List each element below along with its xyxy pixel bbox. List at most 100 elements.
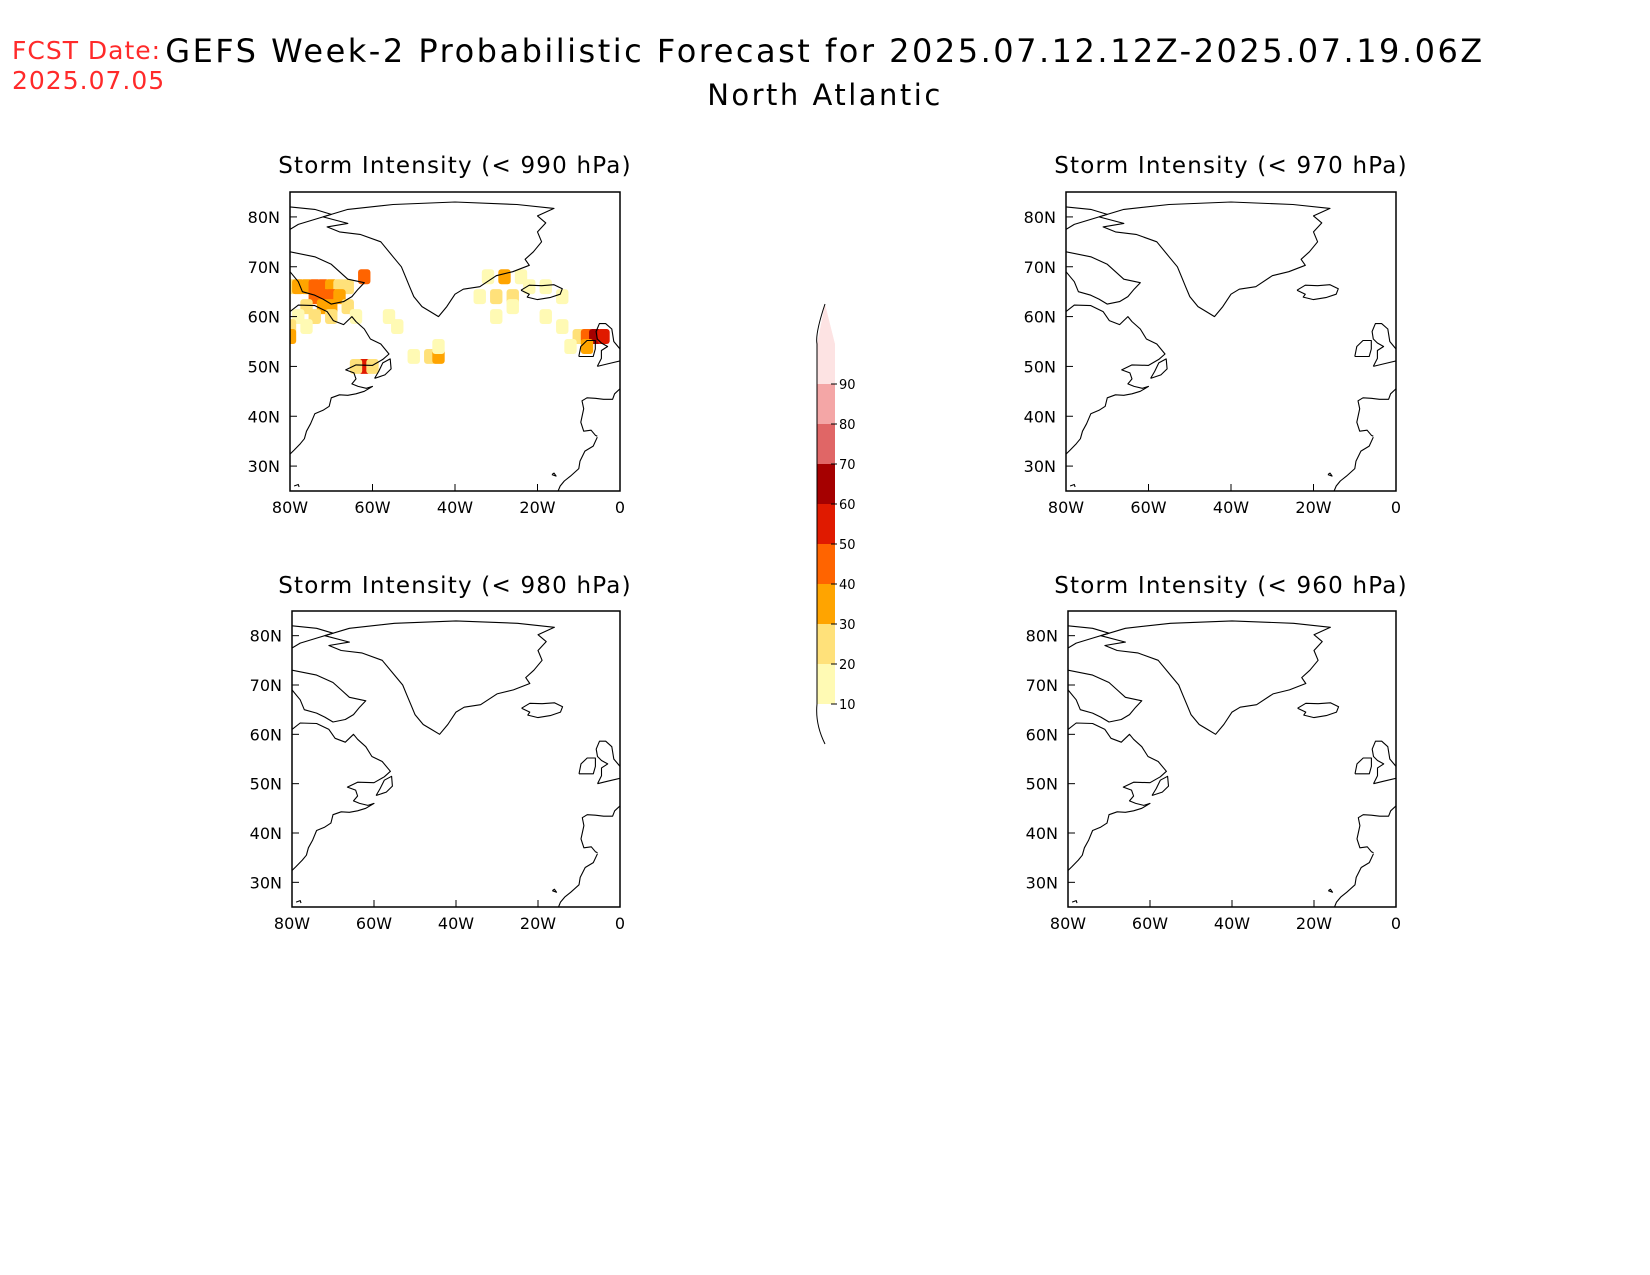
colorbar-label: 60 bbox=[839, 498, 856, 513]
y-tick-label: 70N bbox=[1026, 676, 1058, 695]
coastline bbox=[375, 775, 393, 797]
probability-cell bbox=[407, 348, 420, 364]
x-tick-label: 40W bbox=[1213, 498, 1249, 517]
probability-cell bbox=[490, 289, 503, 305]
coastline bbox=[551, 472, 557, 477]
y-tick-label: 30N bbox=[248, 457, 280, 476]
fcst-label: FCST Date: bbox=[12, 36, 162, 65]
coastline bbox=[1354, 757, 1372, 775]
x-tick-label: 80W bbox=[274, 914, 310, 933]
probability-cell bbox=[432, 339, 445, 354]
x-tick-label: 0 bbox=[1391, 914, 1401, 933]
x-tick-label: 80W bbox=[1050, 914, 1086, 933]
x-tick-label: 40W bbox=[438, 914, 474, 933]
map-panel-990: Storm Intensity (< 990 hPa) 80W 60W 40W 20W 0… bbox=[248, 153, 632, 517]
map-area bbox=[290, 201, 620, 491]
probability-cell bbox=[300, 319, 313, 335]
colorbar-label: 10 bbox=[839, 698, 856, 713]
colorbar-bin bbox=[817, 624, 835, 664]
colorbar-label: 70 bbox=[839, 458, 856, 473]
coastline bbox=[295, 900, 302, 904]
coastline bbox=[551, 888, 558, 893]
probability-cell bbox=[490, 309, 503, 325]
y-tick-label: 80N bbox=[1026, 627, 1058, 646]
map-frame bbox=[1065, 191, 1397, 492]
map-panel-970: Storm Intensity (< 970 hPa) 80W 60W 40W 20W 0… bbox=[1024, 153, 1407, 517]
fcst-date-label: FCST Date: 2025.07.05 bbox=[12, 36, 165, 96]
colorbar-top-arrow bbox=[817, 304, 835, 344]
coastline bbox=[1066, 251, 1141, 305]
coastline bbox=[322, 201, 555, 318]
coastline bbox=[578, 339, 596, 358]
x-tick-label: 60W bbox=[356, 914, 392, 933]
y-tick-label: 50N bbox=[1024, 357, 1056, 376]
coastline bbox=[290, 304, 390, 455]
probability-cell bbox=[498, 269, 511, 285]
probability-cell bbox=[349, 309, 363, 325]
x-tick-label: 20W bbox=[1295, 498, 1331, 517]
map-frame bbox=[291, 610, 621, 908]
coastline bbox=[1100, 620, 1331, 735]
coastline bbox=[1327, 472, 1333, 477]
map-area bbox=[1066, 201, 1396, 491]
coastline bbox=[580, 388, 620, 437]
panel-title: Storm Intensity (< 960 hPa) bbox=[1054, 573, 1408, 599]
y-tick-label: 70N bbox=[1024, 258, 1056, 277]
x-tick-label: 0 bbox=[1391, 498, 1401, 517]
coastline bbox=[1333, 436, 1374, 491]
coastline bbox=[557, 436, 598, 491]
y-tick-label: 60N bbox=[1024, 308, 1056, 327]
probability-cell bbox=[539, 309, 552, 325]
y-tick-label: 70N bbox=[248, 258, 280, 277]
y-tick-label: 80N bbox=[1024, 208, 1056, 227]
coastline bbox=[1068, 625, 1110, 649]
coastline bbox=[293, 483, 300, 488]
panel-title: Storm Intensity (< 990 hPa) bbox=[278, 153, 632, 179]
panel-title: Storm Intensity (< 980 hPa) bbox=[278, 573, 632, 599]
coastline bbox=[1066, 206, 1108, 230]
coastline bbox=[520, 284, 563, 301]
colorbar-label: 20 bbox=[839, 658, 856, 673]
coastline bbox=[324, 620, 555, 735]
coastline bbox=[290, 251, 365, 305]
probability-cell bbox=[556, 289, 569, 305]
colorbar-label: 30 bbox=[839, 618, 856, 633]
coastline bbox=[1068, 669, 1143, 723]
probability-cell bbox=[481, 269, 495, 285]
probability-cell bbox=[523, 279, 536, 295]
x-tick-label: 0 bbox=[615, 914, 625, 933]
probability-cell bbox=[556, 319, 569, 335]
colorbar-bin bbox=[817, 384, 835, 424]
coastline bbox=[1069, 483, 1076, 488]
probability-cell bbox=[391, 319, 404, 335]
colorbar-label: 40 bbox=[839, 578, 856, 593]
map-panel-960: Storm Intensity (< 960 hPa) 80W 60W 40W 20W 0… bbox=[1026, 573, 1408, 933]
coastline bbox=[1356, 805, 1396, 854]
x-tick-label: 80W bbox=[272, 498, 308, 517]
map-frame bbox=[1067, 610, 1397, 908]
y-tick-label: 30N bbox=[1024, 457, 1056, 476]
coastline bbox=[580, 805, 620, 854]
map-panel-980: Storm Intensity (< 980 hPa) 80W 60W 40W 20W 0… bbox=[250, 573, 632, 933]
y-tick-label: 50N bbox=[1026, 775, 1058, 794]
coastline bbox=[1071, 900, 1078, 904]
coastline bbox=[1371, 740, 1396, 785]
probability-cell bbox=[358, 269, 371, 285]
coastline bbox=[1356, 388, 1396, 437]
colorbar-bin bbox=[817, 504, 835, 544]
y-tick-label: 40N bbox=[1024, 407, 1056, 426]
map-area bbox=[1068, 620, 1396, 907]
probability-cell bbox=[473, 289, 486, 305]
x-tick-label: 20W bbox=[520, 914, 556, 933]
x-tick-label: 0 bbox=[615, 498, 625, 517]
colorbar-bin bbox=[817, 464, 835, 504]
coastline bbox=[1371, 323, 1396, 367]
x-tick-label: 40W bbox=[437, 498, 473, 517]
coastline bbox=[1066, 304, 1166, 455]
coastline bbox=[1333, 853, 1374, 907]
coastline bbox=[292, 722, 391, 871]
y-tick-label: 70N bbox=[250, 676, 282, 695]
coastline bbox=[595, 323, 620, 367]
coastline bbox=[290, 206, 332, 230]
